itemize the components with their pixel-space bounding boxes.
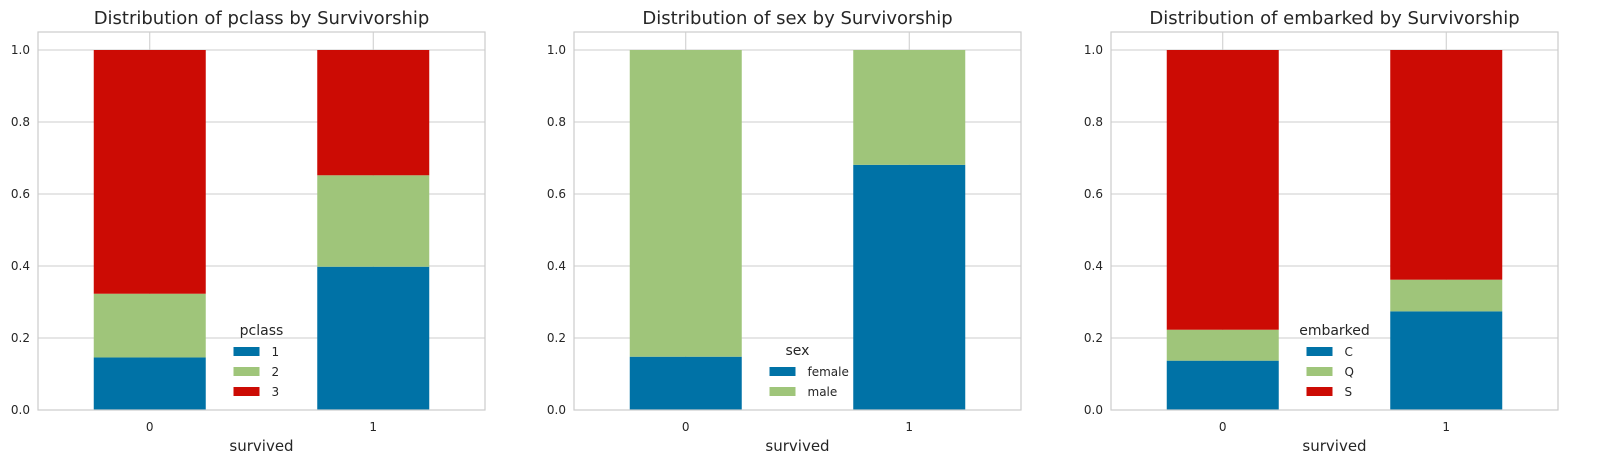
legend-label: female (808, 365, 849, 379)
legend-title: pclass (240, 323, 284, 339)
x-axis-label: survived (765, 437, 829, 455)
y-tick-label: 1.0 (1084, 43, 1103, 57)
bar-segment-S-1 (1390, 50, 1503, 280)
bar-segment-Q-1 (1390, 279, 1503, 312)
chart-title: Distribution of embarked by Survivorship (1149, 8, 1519, 29)
x-tick-label: 0 (146, 420, 154, 434)
bar-segment-2-1 (317, 175, 430, 267)
legend-swatch-female (769, 367, 796, 376)
legend-swatch-3 (233, 387, 260, 396)
bar-segment-1-1 (317, 266, 430, 410)
y-tick-label: 0.2 (11, 331, 30, 345)
bar-segment-2-0 (93, 293, 206, 358)
x-tick-label: 1 (369, 420, 377, 434)
legend: pclass 1 2 3 (233, 323, 284, 399)
bar-segment-S-0 (1166, 50, 1279, 330)
x-axis-label: survived (1302, 437, 1366, 455)
bar-segment-C-1 (1390, 311, 1503, 410)
y-tick-label: 0.8 (1084, 115, 1103, 129)
plot-frame (37, 31, 486, 411)
legend-swatch-Q (1306, 367, 1333, 376)
y-tick-label: 0.6 (1084, 187, 1103, 201)
y-tick-label: 0.4 (547, 259, 566, 273)
bar-segment-male-1 (853, 50, 966, 165)
y-tick-label: 0.2 (1084, 331, 1103, 345)
plot-frame (573, 31, 1022, 411)
x-tick-label: 0 (682, 420, 690, 434)
y-tick-label: 0.4 (1084, 259, 1103, 273)
x-tick-label: 1 (1442, 420, 1450, 434)
y-tick-label: 0.6 (547, 187, 566, 201)
chart-title: Distribution of sex by Survivorship (642, 8, 952, 29)
y-tick-label: 0.8 (547, 115, 566, 129)
y-tick-label: 0.6 (11, 187, 30, 201)
x-tick-label: 1 (905, 420, 913, 434)
legend-swatch-C (1306, 347, 1333, 356)
bar-segment-3-1 (317, 50, 430, 176)
y-tick-label: 0.2 (547, 331, 566, 345)
legend-label: 2 (272, 365, 280, 379)
chart-panel-2: 0.0 0.2 0.4 0.6 0.8 1.0 0 1 survived Distribution… (1084, 8, 1559, 455)
legend-label: C (1345, 345, 1353, 359)
y-tick-label: 0.4 (11, 259, 30, 273)
y-tick-label: 0.0 (11, 403, 30, 417)
legend-label: male (808, 385, 838, 399)
bar-segment-male-0 (629, 50, 742, 357)
legend-title: embarked (1299, 323, 1370, 339)
legend-title: sex (786, 343, 810, 359)
bar-segment-1-0 (93, 357, 206, 410)
legend: embarked CQS (1299, 323, 1370, 399)
y-tick-label: 0.0 (547, 403, 566, 417)
y-tick-label: 0.8 (11, 115, 30, 129)
x-tick-label: 0 (1219, 420, 1227, 434)
legend-swatch-S (1306, 387, 1333, 396)
bar-segment-3-0 (93, 50, 206, 294)
bar-segment-female-1 (853, 164, 966, 410)
chart-title: Distribution of pclass by Survivorship (94, 8, 430, 29)
legend-label: Q (1345, 365, 1354, 379)
chart-panel-0: 0.0 0.2 0.4 0.6 0.8 1.0 0 1 survived Distribution… (11, 8, 486, 455)
bar-segment-C-0 (1166, 360, 1279, 410)
legend-label: S (1345, 385, 1353, 399)
x-axis-label: survived (229, 437, 293, 455)
bar-segment-Q-0 (1166, 329, 1279, 361)
legend-swatch-2 (233, 367, 260, 376)
y-tick-label: 1.0 (11, 43, 30, 57)
legend-label: 1 (272, 345, 280, 359)
bar-segment-female-0 (629, 356, 742, 410)
chart-panel-1: 0.0 0.2 0.4 0.6 0.8 1.0 0 1 survived Distribution… (547, 8, 1022, 455)
plot-frame (1110, 31, 1559, 411)
y-tick-label: 0.0 (1084, 403, 1103, 417)
legend-swatch-1 (233, 347, 260, 356)
legend-label: 3 (272, 385, 280, 399)
legend-swatch-male (769, 387, 796, 396)
y-tick-label: 1.0 (547, 43, 566, 57)
legend: sex female male (769, 343, 849, 399)
